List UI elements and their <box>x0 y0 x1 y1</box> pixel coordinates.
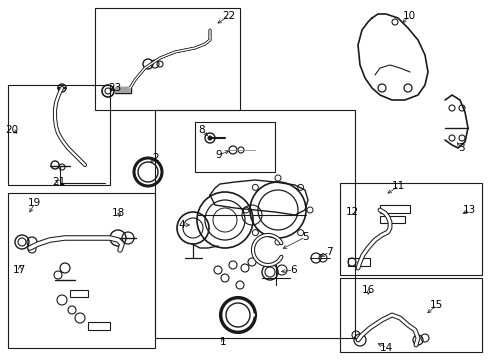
Bar <box>379 205 409 213</box>
Bar <box>379 216 404 223</box>
Text: 1: 1 <box>220 337 226 347</box>
Text: 11: 11 <box>391 181 405 191</box>
Text: 15: 15 <box>429 300 442 310</box>
Text: 10: 10 <box>402 11 415 21</box>
Text: 17: 17 <box>13 265 26 275</box>
Text: 16: 16 <box>361 285 374 295</box>
Text: 13: 13 <box>462 205 475 215</box>
Text: 9: 9 <box>215 150 221 160</box>
Text: 6: 6 <box>289 265 296 275</box>
Text: 18: 18 <box>112 208 125 218</box>
Bar <box>95 8 240 110</box>
Bar <box>88 322 110 330</box>
Bar <box>339 183 481 275</box>
Text: 8: 8 <box>198 125 204 135</box>
Text: 19: 19 <box>28 198 41 208</box>
Text: 5: 5 <box>302 232 308 242</box>
Bar <box>155 110 354 338</box>
Text: 21: 21 <box>52 177 65 187</box>
Text: 12: 12 <box>346 207 359 217</box>
Bar <box>115 87 131 93</box>
Text: 14: 14 <box>379 343 392 353</box>
Text: 2: 2 <box>152 153 158 163</box>
Bar <box>115 87 131 93</box>
Bar <box>339 278 481 352</box>
Bar <box>347 258 369 266</box>
Bar <box>8 193 155 348</box>
Bar <box>70 290 88 297</box>
Bar <box>195 122 274 172</box>
Text: 3: 3 <box>457 143 464 153</box>
Text: 22: 22 <box>222 11 235 21</box>
Text: 7: 7 <box>325 247 332 257</box>
Text: 23: 23 <box>108 83 121 93</box>
Circle shape <box>207 136 212 140</box>
Bar <box>8 85 110 185</box>
Text: 20: 20 <box>5 125 18 135</box>
Text: 4: 4 <box>178 220 184 230</box>
